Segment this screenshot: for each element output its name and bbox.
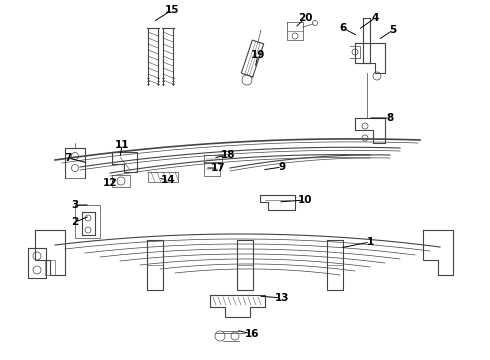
Text: 11: 11 [115, 140, 129, 150]
Text: 4: 4 [371, 13, 379, 23]
Text: 20: 20 [298, 13, 312, 23]
Text: 12: 12 [103, 178, 117, 188]
Text: 8: 8 [387, 113, 393, 123]
Text: 9: 9 [278, 162, 286, 172]
Text: 6: 6 [340, 23, 346, 33]
Text: 2: 2 [72, 217, 78, 227]
Text: 10: 10 [298, 195, 312, 205]
Text: 14: 14 [161, 175, 175, 185]
Text: 17: 17 [211, 163, 225, 173]
Text: 19: 19 [251, 50, 265, 60]
Text: 15: 15 [165, 5, 179, 15]
Text: 13: 13 [275, 293, 289, 303]
Text: 16: 16 [245, 329, 259, 339]
Text: 1: 1 [367, 237, 374, 247]
Text: 3: 3 [72, 200, 78, 210]
Text: 5: 5 [390, 25, 396, 35]
Text: 7: 7 [64, 153, 72, 163]
Text: 18: 18 [221, 150, 235, 160]
